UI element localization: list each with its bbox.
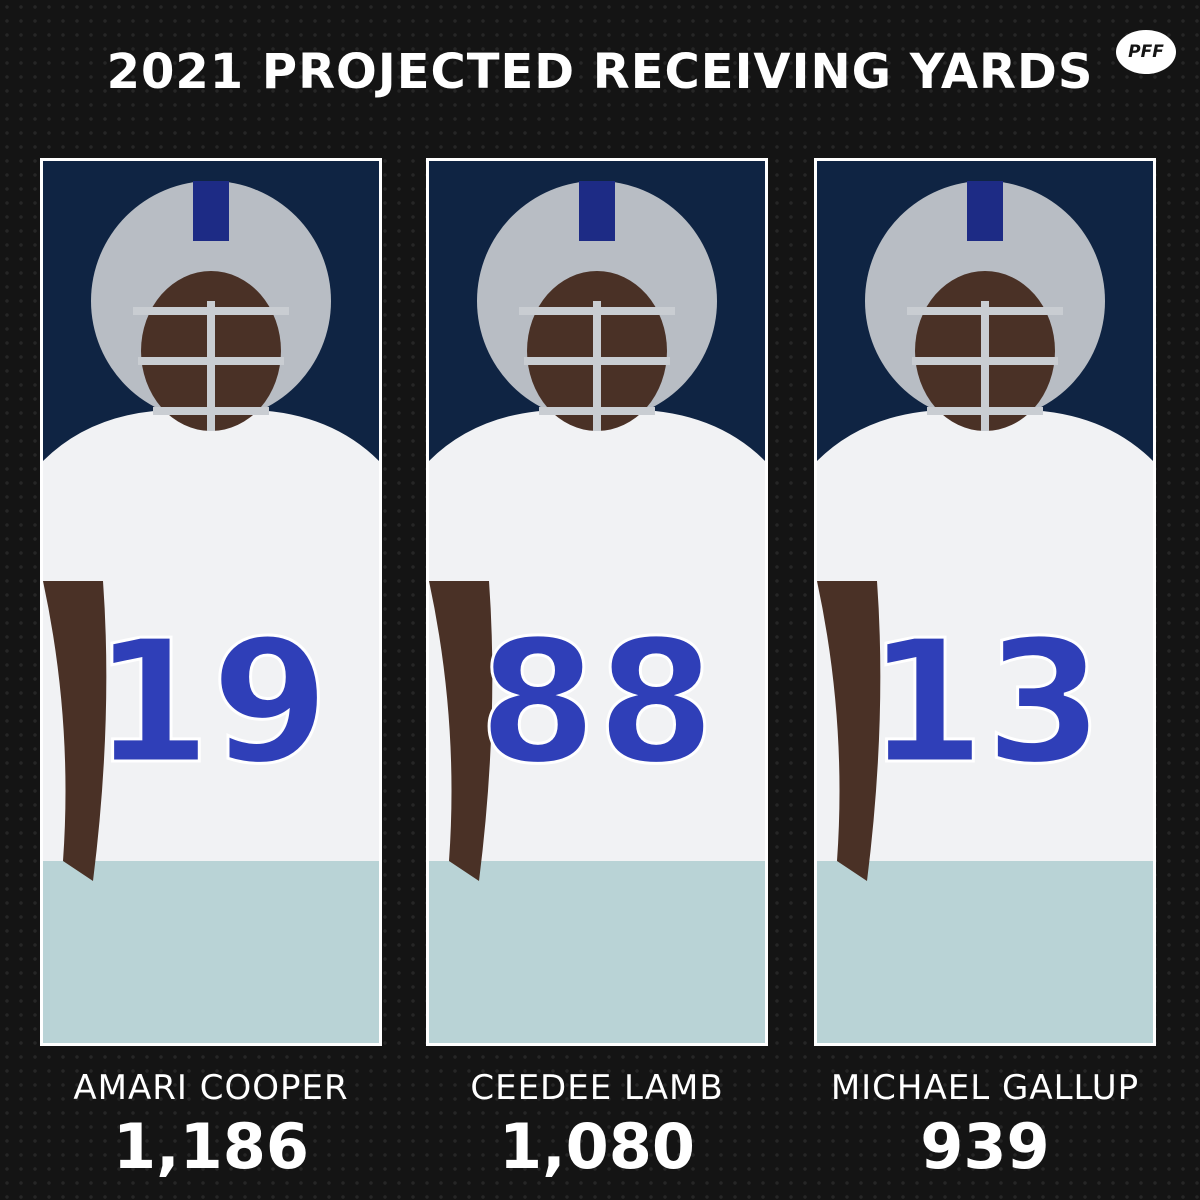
player-photo: 88 (429, 181, 765, 1043)
pants (429, 861, 765, 1043)
player-name: MICHAEL GALLUP (830, 1068, 1140, 1108)
jersey (429, 409, 765, 881)
logo: PFF (1116, 30, 1176, 74)
projected-yards: 939 (920, 1110, 1050, 1183)
jersey (43, 409, 379, 881)
facemask (907, 301, 1063, 431)
helmet-stripe (579, 181, 615, 241)
player-card: 13 (814, 158, 1156, 1046)
pants (43, 861, 379, 1043)
title: 2021 PROJECTED RECEIVING YARDS (106, 44, 1094, 100)
player-photo: 19 (43, 181, 379, 1043)
player-photo: 13 (817, 181, 1153, 1043)
helmet-stripe (967, 181, 1003, 241)
projected-yards: 1,080 (498, 1110, 696, 1183)
jersey-number: 13 (867, 604, 1104, 802)
facemask (519, 301, 675, 431)
jersey-number: 88 (479, 604, 716, 802)
player-card: 88 (426, 158, 768, 1046)
jersey (817, 409, 1153, 881)
arm (429, 581, 493, 881)
facemask (133, 301, 289, 431)
player-name: CEEDEE LAMB (470, 1068, 724, 1108)
jersey-number: 19 (93, 604, 330, 802)
arm (43, 581, 107, 881)
arm (817, 581, 881, 881)
helmet-stripe (193, 181, 229, 241)
pants (817, 861, 1153, 1043)
player-card: 19 (40, 158, 382, 1046)
projected-yards: 1,186 (112, 1110, 310, 1183)
player-name: AMARI COOPER (73, 1068, 349, 1108)
